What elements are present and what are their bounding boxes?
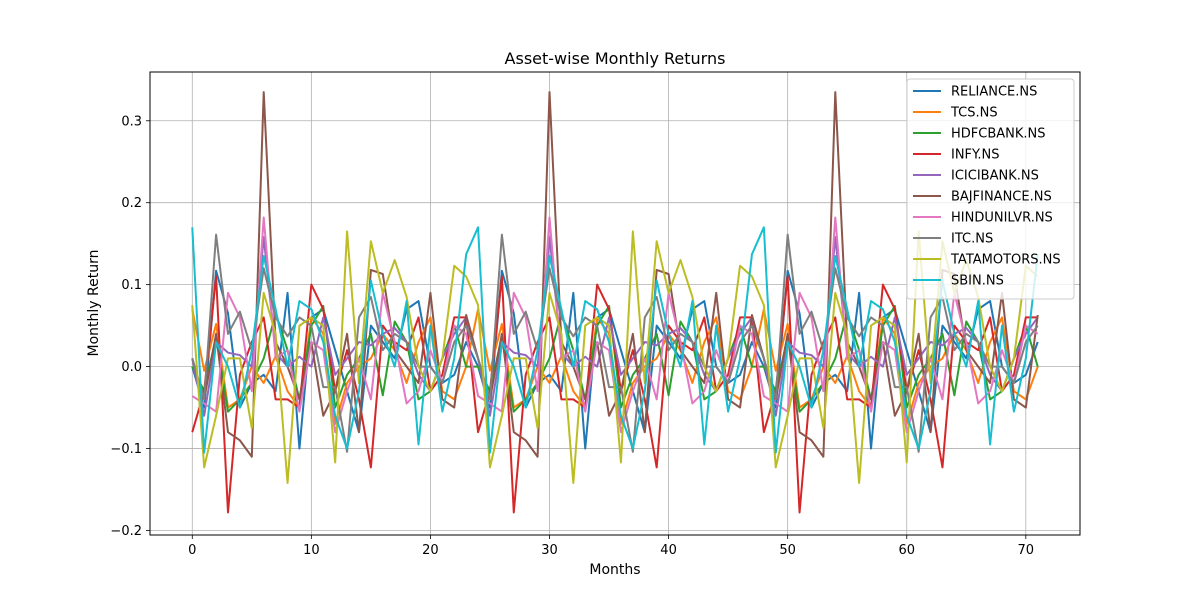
legend-label: TCS.NS bbox=[950, 106, 998, 121]
legend: RELIANCE.NS TCS.NS HDFCBANK.NS INFY.NS ICICI… bbox=[906, 78, 1075, 300]
y-tick-label: 0.3 bbox=[121, 114, 142, 129]
series-lines bbox=[191, 91, 1039, 514]
x-tick-label: 50 bbox=[779, 543, 796, 558]
x-axis-label: Months bbox=[589, 562, 640, 578]
legend-label: TATAMOTORS.NS bbox=[950, 253, 1061, 268]
y-tick-label: −0.1 bbox=[110, 442, 142, 457]
legend-label: SBIN.NS bbox=[951, 274, 1004, 289]
x-tick-label: 70 bbox=[1018, 543, 1035, 558]
x-tick-label: 40 bbox=[660, 543, 677, 558]
legend-box bbox=[906, 78, 1075, 300]
plot-area-frame bbox=[149, 71, 1081, 536]
chart-title: Asset-wise Monthly Returns bbox=[505, 49, 726, 68]
y-tick-label: 0.2 bbox=[121, 196, 142, 211]
y-tick-label: −0.2 bbox=[110, 524, 142, 539]
x-tick-label: 0 bbox=[188, 543, 196, 558]
legend-label: RELIANCE.NS bbox=[951, 85, 1037, 100]
legend-label: ICICIBANK.NS bbox=[951, 169, 1039, 184]
x-tick-label: 60 bbox=[898, 543, 915, 558]
legend-label: ITC.NS bbox=[951, 232, 993, 247]
x-tick-label: 20 bbox=[422, 543, 439, 558]
series-line-sbin-ns bbox=[191, 226, 1039, 454]
legend-label: HDFCBANK.NS bbox=[951, 127, 1046, 142]
legend-label: INFY.NS bbox=[951, 148, 999, 163]
axis-ticks: 0 10 20 30 40 50 60 70 −0.2 −0.1 0.0 0.1 0.2 0.3 bbox=[110, 114, 1034, 558]
legend-label: BAJFINANCE.NS bbox=[951, 190, 1052, 205]
x-tick-label: 10 bbox=[303, 543, 320, 558]
series-line-icicibank-ns bbox=[191, 236, 1039, 417]
y-tick-label: 0.1 bbox=[121, 278, 142, 293]
legend-label: HINDUNILVR.NS bbox=[951, 211, 1053, 226]
x-tick-label: 30 bbox=[541, 543, 558, 558]
y-axis-label: Monthly Return bbox=[86, 250, 102, 357]
y-tick-label: 0.0 bbox=[121, 360, 142, 375]
